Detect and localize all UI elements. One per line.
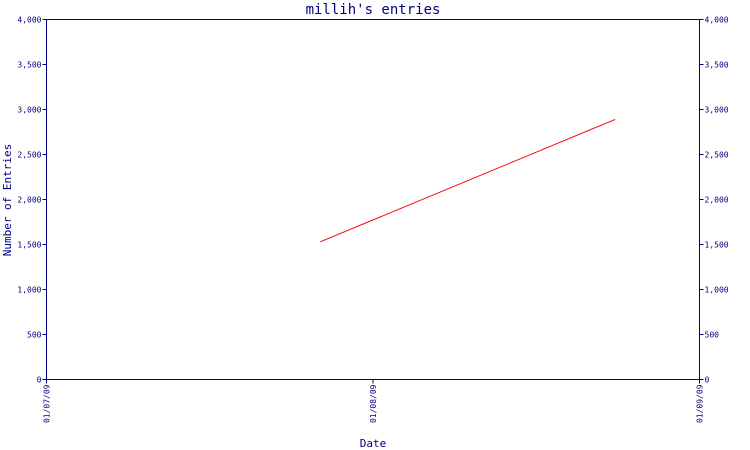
y-axis-right: 0 500 1,000 1,500 2,000 2,500 3,000 3,500 4,000 [699, 16, 729, 385]
x-tick-label: 01/08/09 [369, 384, 378, 423]
y-tick-label-right: 0 [705, 376, 710, 385]
y-tick-label-left: 3,500 [17, 61, 41, 70]
y-tick-label-left: 3,000 [17, 106, 41, 115]
series-group [320, 118, 616, 243]
y-tick-label-left: 4,000 [17, 16, 41, 25]
y-tick-label-right: 1,500 [705, 241, 729, 250]
y-tick-label-right: 3,000 [705, 106, 729, 115]
y-tick-label-right: 500 [705, 331, 720, 340]
y-tick-label-right: 2,000 [705, 196, 729, 205]
y-tick-label-left: 0 [37, 376, 42, 385]
y-tick-label-left: 1,000 [17, 286, 41, 295]
y-axis-label: Number of Entries [1, 144, 14, 257]
series-line [320, 118, 616, 243]
y-axis-left: 0 500 1,000 1,500 2,000 2,500 3,000 3,500 4,000 [17, 16, 47, 385]
y-tick-label-left: 2,500 [17, 151, 41, 160]
x-tick-label: 01/07/09 [43, 384, 52, 423]
y-tick-label-left: 1,500 [17, 241, 41, 250]
y-tick-label-left: 2,000 [17, 196, 41, 205]
x-axis-label: Date [360, 437, 387, 450]
y-tick-label-right: 2,500 [705, 151, 729, 160]
x-tick-label: 01/09/09 [696, 384, 705, 423]
y-tick-label-right: 4,000 [705, 16, 729, 25]
plot-frame [46, 19, 700, 380]
y-tick-label-left: 500 [27, 331, 42, 340]
y-tick-label-right: 1,000 [705, 286, 729, 295]
chart-title: millih's entries [306, 2, 441, 18]
x-axis: 01/07/09 01/08/09 01/09/09 [43, 379, 705, 423]
y-tick-label-right: 3,500 [705, 61, 729, 70]
